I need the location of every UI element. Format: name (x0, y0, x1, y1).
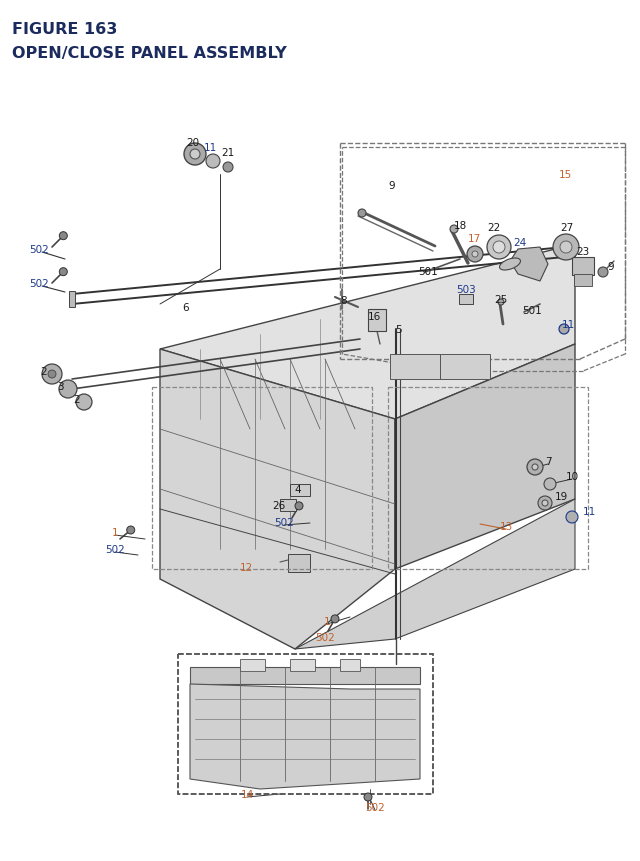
Bar (240, 660, 265, 672)
Polygon shape (190, 667, 420, 684)
Circle shape (560, 242, 572, 254)
Text: 6: 6 (182, 303, 189, 313)
Text: 15: 15 (558, 170, 572, 180)
Text: 502: 502 (365, 802, 385, 812)
Text: 11: 11 (561, 319, 575, 330)
Circle shape (358, 210, 366, 218)
Text: 11: 11 (582, 506, 596, 517)
Bar (459, 294, 473, 305)
Circle shape (60, 232, 67, 240)
Text: 502: 502 (29, 279, 49, 288)
Bar (178, 654, 433, 794)
Circle shape (206, 155, 220, 169)
Text: 20: 20 (186, 138, 200, 148)
Bar (340, 660, 360, 672)
Text: 25: 25 (494, 294, 508, 305)
Circle shape (538, 497, 552, 511)
Polygon shape (510, 248, 548, 282)
Text: 3: 3 (57, 381, 63, 392)
Polygon shape (190, 684, 420, 789)
Circle shape (498, 300, 504, 306)
Bar (388, 387, 588, 569)
Bar (368, 310, 386, 331)
Text: 502: 502 (274, 517, 294, 528)
Text: FIGURE 163: FIGURE 163 (12, 22, 117, 37)
Circle shape (544, 479, 556, 491)
Circle shape (450, 226, 458, 233)
Text: 24: 24 (513, 238, 527, 248)
Ellipse shape (500, 258, 520, 270)
Circle shape (493, 242, 505, 254)
Bar (288, 554, 310, 573)
Text: 501: 501 (418, 267, 438, 276)
Circle shape (42, 364, 62, 385)
Text: 502: 502 (315, 632, 335, 642)
Text: 9: 9 (388, 181, 396, 191)
Circle shape (295, 502, 303, 511)
Text: 22: 22 (488, 223, 500, 232)
Text: 14: 14 (241, 789, 253, 799)
Circle shape (60, 269, 67, 276)
Bar (178, 654, 433, 794)
Text: 10: 10 (565, 472, 579, 481)
Polygon shape (295, 499, 575, 649)
Text: 4: 4 (294, 485, 301, 494)
Bar (440, 355, 490, 380)
Text: 502: 502 (29, 245, 49, 255)
Circle shape (598, 268, 608, 278)
Text: 19: 19 (554, 492, 568, 501)
Text: 2: 2 (41, 367, 47, 376)
Bar (152, 387, 372, 569)
Text: 9: 9 (608, 262, 614, 272)
Circle shape (553, 235, 579, 261)
Circle shape (223, 163, 233, 173)
Text: 2: 2 (74, 394, 80, 405)
Text: 502: 502 (105, 544, 125, 554)
Circle shape (559, 325, 569, 335)
Bar (69, 292, 75, 307)
Circle shape (566, 511, 578, 523)
Circle shape (59, 381, 77, 399)
Text: 1: 1 (324, 616, 330, 626)
Text: 7: 7 (545, 456, 551, 467)
Polygon shape (395, 344, 575, 569)
Polygon shape (160, 245, 575, 419)
Text: 13: 13 (499, 522, 513, 531)
Text: OPEN/CLOSE PANEL ASSEMBLY: OPEN/CLOSE PANEL ASSEMBLY (12, 46, 287, 61)
Bar (390, 355, 440, 380)
Bar (574, 275, 592, 287)
Bar (290, 660, 315, 672)
Text: 503: 503 (456, 285, 476, 294)
Text: 27: 27 (561, 223, 573, 232)
Bar (280, 499, 296, 511)
Circle shape (467, 247, 483, 263)
Circle shape (76, 394, 92, 411)
Text: 12: 12 (239, 562, 253, 573)
Circle shape (472, 251, 478, 257)
Text: 17: 17 (467, 233, 481, 244)
Circle shape (364, 793, 372, 801)
Text: 8: 8 (340, 295, 348, 306)
Circle shape (542, 500, 548, 506)
Text: 501: 501 (522, 306, 542, 316)
Circle shape (331, 615, 339, 623)
Bar (290, 485, 310, 497)
Circle shape (127, 526, 135, 535)
Text: 1: 1 (112, 528, 118, 537)
Circle shape (527, 460, 543, 475)
Text: 23: 23 (577, 247, 589, 257)
Circle shape (487, 236, 511, 260)
Text: 26: 26 (273, 500, 285, 511)
Polygon shape (160, 350, 395, 649)
Bar (572, 257, 594, 276)
Text: 16: 16 (367, 312, 381, 322)
Text: 21: 21 (221, 148, 235, 158)
Circle shape (190, 150, 200, 160)
Circle shape (532, 464, 538, 470)
Circle shape (184, 144, 206, 166)
Circle shape (48, 370, 56, 379)
Text: 5: 5 (395, 325, 401, 335)
Text: 11: 11 (204, 143, 216, 152)
Text: 18: 18 (453, 220, 467, 231)
